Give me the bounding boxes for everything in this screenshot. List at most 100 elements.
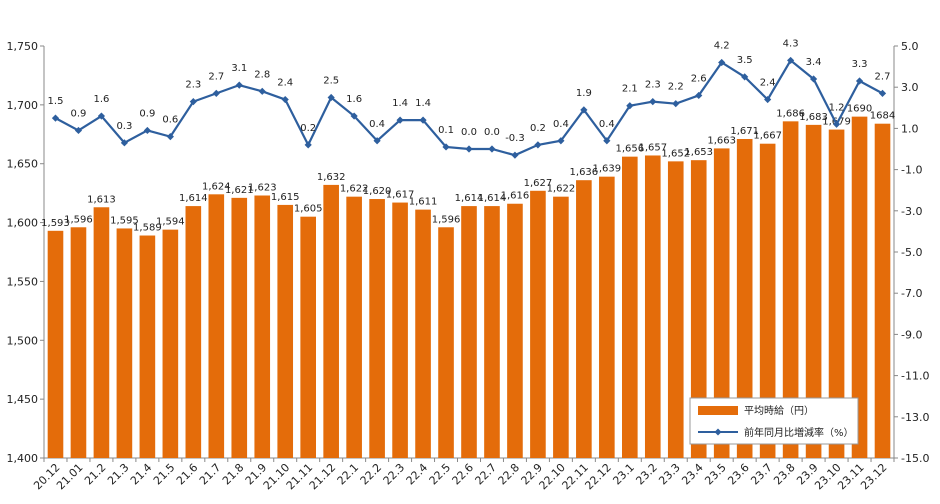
bar-data-label: 1,632 bbox=[317, 172, 346, 183]
bar bbox=[277, 204, 294, 458]
bar bbox=[759, 143, 776, 458]
bar bbox=[116, 228, 133, 458]
line-point bbox=[878, 89, 887, 97]
line-data-label: 0.9 bbox=[71, 108, 87, 119]
bar bbox=[139, 235, 156, 458]
right-tick-label: -15.0 bbox=[901, 452, 929, 465]
line-point bbox=[855, 77, 864, 85]
line-point bbox=[189, 98, 197, 106]
line-point bbox=[764, 95, 772, 104]
bar-data-label: 1,605 bbox=[294, 204, 323, 215]
x-tick-label: 22.7 bbox=[473, 461, 500, 488]
bar bbox=[713, 148, 730, 458]
line-point bbox=[603, 137, 611, 145]
bar-data-label: 1,622 bbox=[547, 184, 576, 195]
line-data-label: 1.5 bbox=[48, 96, 64, 107]
bar-data-label: 1,663 bbox=[707, 135, 736, 146]
line-data-label: 0.9 bbox=[139, 108, 155, 119]
x-tick-label: 22.3 bbox=[381, 461, 408, 488]
left-tick-label: 1,500 bbox=[7, 334, 39, 347]
line-point bbox=[649, 98, 657, 106]
x-tick-label: 21.7 bbox=[197, 461, 224, 488]
x-tick-label: 22.8 bbox=[496, 461, 523, 488]
x-tick-label: 23.6 bbox=[725, 461, 752, 488]
line-data-label: 3.5 bbox=[737, 55, 753, 66]
line-point bbox=[832, 120, 841, 128]
bar bbox=[576, 180, 592, 459]
line-data-label: 2.1 bbox=[622, 84, 638, 95]
bar-data-label: 1,596 bbox=[432, 214, 461, 225]
bar bbox=[369, 199, 385, 458]
bar-data-label: 1,686 bbox=[776, 108, 805, 119]
line-point bbox=[281, 95, 289, 104]
line-data-label: 2.3 bbox=[645, 80, 661, 91]
bar bbox=[70, 227, 87, 458]
line-data-label: 0.6 bbox=[162, 115, 178, 126]
bar-data-label: 1690 bbox=[847, 104, 872, 115]
bar bbox=[47, 230, 64, 458]
x-tick-label: 21.6 bbox=[174, 461, 201, 488]
line-point bbox=[419, 116, 427, 124]
line-point bbox=[120, 139, 129, 147]
bar-data-label: 1,671 bbox=[730, 126, 759, 137]
bar-data-label: 1,611 bbox=[409, 197, 438, 208]
line-data-label: 2.7 bbox=[208, 71, 224, 82]
bar bbox=[162, 229, 179, 458]
x-tick-label: 22.1 bbox=[335, 461, 362, 488]
right-tick-label: 5.0 bbox=[901, 40, 919, 53]
line-point bbox=[488, 145, 496, 153]
line-data-label: 3.1 bbox=[231, 63, 247, 74]
line-data-label: 2.4 bbox=[277, 78, 293, 89]
line-point bbox=[695, 91, 703, 100]
bar bbox=[782, 121, 799, 458]
line-data-label: 0.4 bbox=[369, 119, 385, 130]
line-point bbox=[787, 56, 795, 65]
line-data-label: 0.1 bbox=[438, 125, 454, 136]
bar-data-label: 1,596 bbox=[64, 214, 93, 225]
line-point bbox=[465, 145, 473, 153]
line-point bbox=[327, 93, 335, 102]
x-tick-label: 21.12 bbox=[307, 461, 338, 492]
line-point bbox=[143, 126, 151, 135]
bar-data-label: 1,595 bbox=[110, 215, 139, 226]
line-data-label: 2.5 bbox=[323, 76, 339, 87]
right-tick-label: -3.0 bbox=[901, 205, 922, 218]
bar-data-label: 1,627 bbox=[524, 178, 553, 189]
x-tick-label: 21.5 bbox=[151, 461, 178, 488]
legend-line-label: 前年同月比増減率（%） bbox=[744, 426, 854, 439]
bar-data-label: 1,621 bbox=[225, 185, 254, 196]
x-tick-label: 21.4 bbox=[128, 461, 155, 488]
bar bbox=[185, 206, 202, 458]
line-data-label: 0.2 bbox=[530, 123, 546, 134]
legend-bar-swatch bbox=[698, 406, 738, 415]
bar-data-label: 1,593 bbox=[41, 218, 70, 229]
line-data-label: 1.6 bbox=[346, 94, 362, 105]
bar-data-label: 1,657 bbox=[638, 142, 667, 153]
line-point bbox=[442, 143, 450, 151]
line-point bbox=[235, 81, 243, 89]
line-data-label: 4.3 bbox=[783, 38, 799, 49]
line-data-label: 0.3 bbox=[116, 121, 132, 132]
line-point bbox=[166, 133, 174, 141]
bar bbox=[805, 124, 822, 459]
line-point bbox=[534, 141, 542, 149]
left-tick-label: 1,700 bbox=[7, 99, 39, 112]
bar-data-label: 1,589 bbox=[133, 223, 162, 234]
line-point bbox=[74, 126, 83, 135]
bar-data-label: 1,614 bbox=[478, 193, 507, 204]
bar-data-label: 1,617 bbox=[386, 190, 415, 201]
x-tick-label: 22.4 bbox=[404, 461, 431, 488]
bar-data-label: 1,624 bbox=[202, 181, 231, 192]
right-tick-label: 3.0 bbox=[901, 81, 919, 94]
line-data-label: 0.4 bbox=[599, 119, 615, 130]
right-tick-label: -13.0 bbox=[901, 411, 929, 424]
line-point bbox=[718, 58, 726, 67]
bar bbox=[644, 155, 661, 458]
bar bbox=[208, 194, 225, 458]
bar bbox=[690, 160, 707, 458]
line-data-label: 2.8 bbox=[254, 69, 270, 80]
bar-data-label: 1,616 bbox=[501, 191, 530, 202]
line-data-label: 3.4 bbox=[806, 57, 822, 68]
line-point bbox=[258, 87, 266, 95]
